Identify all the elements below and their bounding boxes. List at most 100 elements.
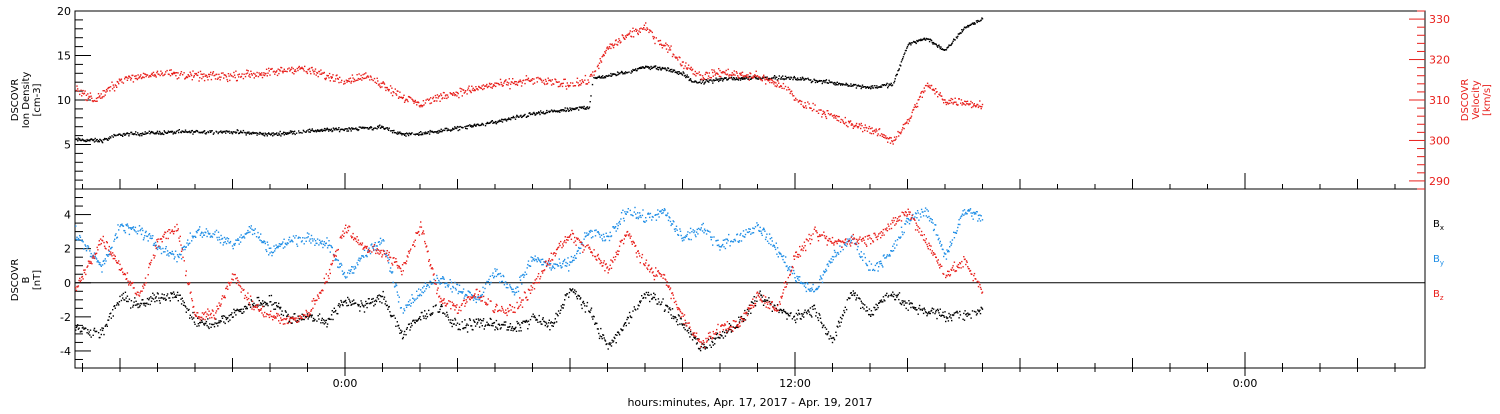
series-by-point xyxy=(338,260,339,261)
series-bx-point xyxy=(257,305,258,306)
series-velocity-point xyxy=(211,74,212,75)
series-bx-point xyxy=(277,306,278,307)
series-velocity-point xyxy=(190,73,191,74)
series-velocity-point xyxy=(379,85,380,86)
series-bx-point xyxy=(127,296,128,297)
series-velocity-point xyxy=(389,89,390,90)
series-velocity-point xyxy=(957,104,958,105)
series-velocity-point xyxy=(421,105,422,106)
series-by-point xyxy=(200,235,201,236)
series-velocity-point xyxy=(775,82,776,83)
series-bx-point xyxy=(816,312,817,313)
series-ion-density-point xyxy=(683,73,684,74)
series-by-point xyxy=(159,248,160,249)
series-by-point xyxy=(603,234,604,235)
series-velocity-point xyxy=(395,88,396,89)
series-by-point xyxy=(166,246,167,247)
series-bx-point xyxy=(881,299,882,300)
series-bx-point xyxy=(381,302,382,303)
series-bx-point xyxy=(419,318,420,319)
series-velocity-point xyxy=(175,72,176,73)
series-bx-point xyxy=(527,328,528,329)
series-bx-point xyxy=(161,297,162,298)
series-velocity-point xyxy=(752,77,753,78)
series-by-point xyxy=(806,282,807,283)
series-bx-point xyxy=(340,300,341,301)
series-bx-point xyxy=(131,300,132,301)
series-bx-point xyxy=(340,304,341,305)
series-bx-point xyxy=(279,307,280,308)
series-velocity-point xyxy=(403,97,404,98)
series-velocity-point xyxy=(664,45,665,46)
series-bx-point xyxy=(645,297,646,298)
series-velocity-point xyxy=(437,97,438,98)
series-bx-point xyxy=(654,297,655,298)
series-by-point xyxy=(656,220,657,221)
series-bx-point xyxy=(103,328,104,329)
series-velocity-point xyxy=(818,113,819,114)
series-bx-point xyxy=(541,324,542,325)
series-by-point xyxy=(259,239,260,240)
series-by-point xyxy=(542,259,543,260)
series-velocity-point xyxy=(500,79,501,80)
series-bx-point xyxy=(346,302,347,303)
series-bx-point xyxy=(699,348,700,349)
series-bx-point xyxy=(105,326,106,327)
series-bx-point xyxy=(152,298,153,299)
series-ion-density-point xyxy=(871,86,872,87)
series-by-point xyxy=(620,218,621,219)
series-by-point xyxy=(849,238,850,239)
series-velocity-point xyxy=(246,73,247,74)
series-bx-point xyxy=(635,309,636,310)
series-velocity-point xyxy=(501,84,502,85)
series-velocity-point xyxy=(271,68,272,69)
series-bx-point xyxy=(825,333,826,334)
series-velocity-point xyxy=(503,85,504,86)
series-velocity-point xyxy=(77,88,78,89)
series-ion-density-point xyxy=(136,134,137,135)
series-velocity-point xyxy=(124,78,125,79)
series-bx-point xyxy=(366,307,367,308)
series-by-point xyxy=(770,238,771,239)
series-by-point xyxy=(104,263,105,264)
series-ion-density-point xyxy=(788,77,789,78)
series-by-point xyxy=(282,241,283,242)
series-velocity-point xyxy=(220,79,221,80)
series-by-point xyxy=(187,239,188,240)
series-by-point xyxy=(344,276,345,277)
series-bx-point xyxy=(614,338,615,339)
series-bx-point xyxy=(864,304,865,305)
series-by-point xyxy=(621,212,622,213)
series-ion-density-point xyxy=(776,77,777,78)
series-velocity-point xyxy=(103,96,104,97)
series-bx-point xyxy=(794,320,795,321)
series-velocity-point xyxy=(762,76,763,77)
series-bx-point xyxy=(146,303,147,304)
series-by-point xyxy=(294,237,295,238)
series-bx-point xyxy=(739,319,740,320)
series-bx-point xyxy=(846,309,847,310)
series-bx-point xyxy=(972,310,973,311)
series-bx-point xyxy=(792,318,793,319)
series-velocity-point xyxy=(878,133,879,134)
series-velocity-point xyxy=(246,70,247,71)
series-by-point xyxy=(458,291,459,292)
series-bx-point xyxy=(587,302,588,303)
series-bx-point xyxy=(612,340,613,341)
series-velocity-point xyxy=(415,102,416,103)
series-bx-point xyxy=(505,321,506,322)
series-ion-density-point xyxy=(962,31,963,32)
series-velocity-point xyxy=(818,109,819,110)
series-bx-point xyxy=(130,307,131,308)
series-velocity-point xyxy=(204,80,205,81)
series-velocity-point xyxy=(916,103,917,104)
series-velocity-point xyxy=(558,81,559,82)
series-bx-point xyxy=(202,322,203,323)
series-ion-density-point xyxy=(687,74,688,75)
series-bx-point xyxy=(462,321,463,322)
series-ion-density-point xyxy=(273,132,274,133)
series-velocity-point xyxy=(360,78,361,79)
series-by-point xyxy=(407,305,408,306)
series-bx-point xyxy=(278,303,279,304)
series-velocity-point xyxy=(685,65,686,66)
